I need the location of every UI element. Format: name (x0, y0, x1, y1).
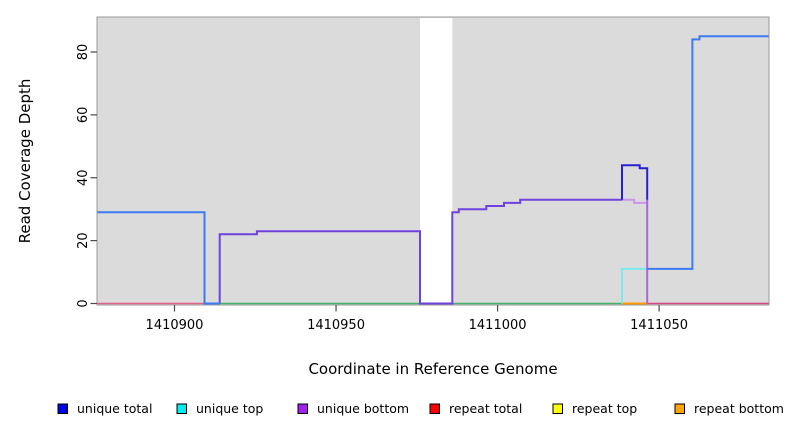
series-unique-bottom-tail (622, 198, 648, 204)
legend-swatch (57, 403, 68, 414)
series-unique-total-right (647, 35, 769, 270)
series-unique-total-peak (621, 164, 649, 200)
legend-swatch (297, 403, 308, 414)
series-unique-total-left (97, 211, 220, 305)
legend-swatch (674, 403, 685, 414)
x-tick-label: 1411050 (630, 318, 688, 333)
plot-frame (96, 16, 770, 306)
series-layer (97, 35, 769, 305)
legend-item: repeat bottom (674, 401, 784, 416)
legend-item: repeat top (552, 401, 637, 416)
legend: unique total unique top unique bottom repea… (57, 401, 784, 416)
x-axis: 1410900 1410950 1411000 1411050 (146, 305, 688, 333)
legend-swatch (429, 403, 440, 414)
series-unique-top-cyan (621, 267, 648, 304)
y-axis: 0 20 40 60 80 (76, 44, 97, 308)
legend-item-label: unique total (77, 401, 152, 416)
legend-item-label: repeat total (449, 401, 522, 416)
y-tick-label: 0 (76, 299, 91, 307)
legend-item-label: unique bottom (317, 401, 409, 416)
legend-item: repeat total (429, 401, 522, 416)
legend-item: unique top (176, 401, 263, 416)
legend-item-label: repeat bottom (694, 401, 784, 416)
y-tick-label: 40 (76, 169, 91, 186)
x-axis-title: Coordinate in Reference Genome (308, 360, 557, 378)
y-tick-label: 20 (76, 232, 91, 249)
series-unique-bottom-main (218, 198, 622, 305)
legend-swatch (176, 403, 187, 414)
y-tick-label: 80 (76, 44, 91, 61)
legend-item-label: unique top (196, 401, 263, 416)
legend-item: unique bottom (297, 401, 409, 416)
legend-item: unique total (57, 401, 152, 416)
alignment-gap-band (420, 18, 453, 304)
x-tick-label: 1411000 (469, 318, 527, 333)
x-tick-label: 1410950 (307, 318, 365, 333)
x-tick-label: 1410900 (146, 318, 204, 333)
legend-item-label: repeat top (572, 401, 637, 416)
legend-swatch (552, 403, 563, 414)
y-tick-label: 60 (76, 107, 91, 124)
y-axis-title: Read Coverage Depth (16, 79, 34, 244)
alignment-gap-band-layer (420, 18, 453, 304)
